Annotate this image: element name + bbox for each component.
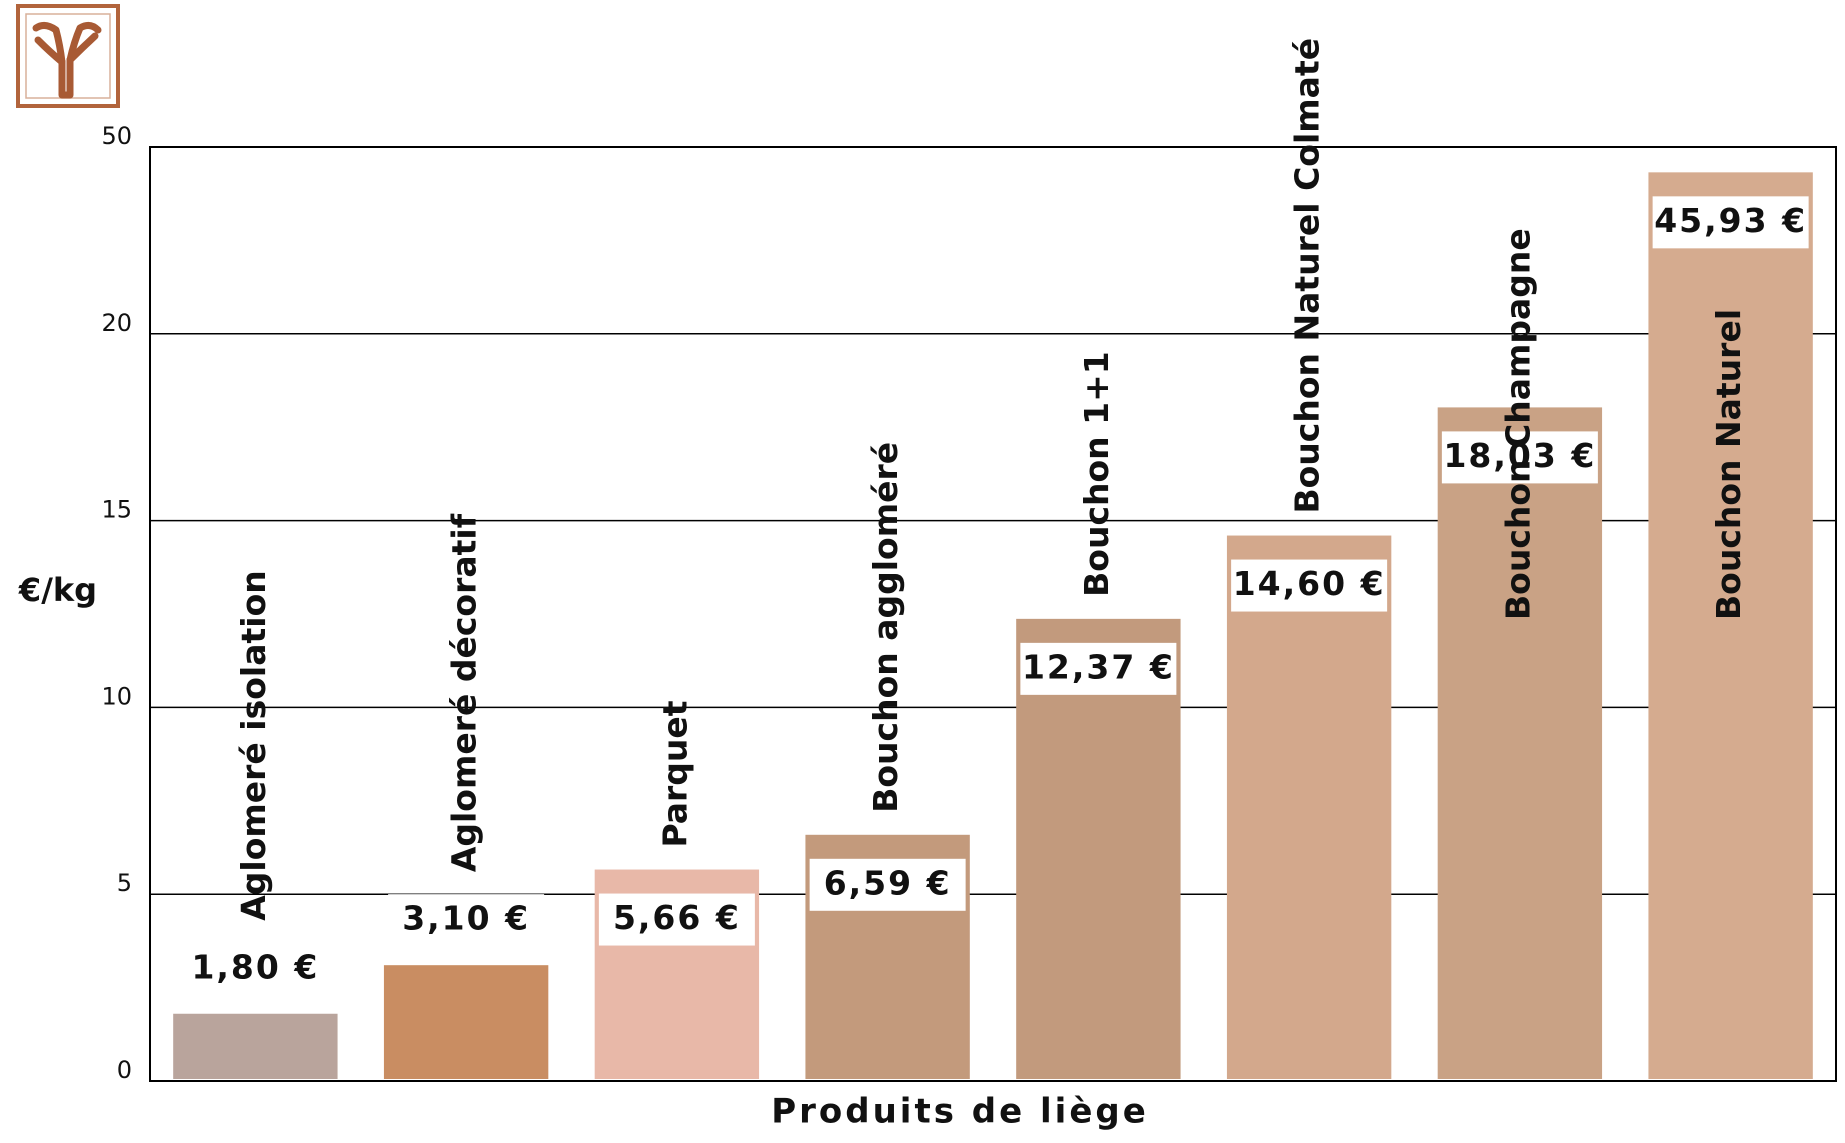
- x-axis-label: Produits de liège: [771, 1092, 1149, 1132]
- category-label: Aglomeré décoratif: [445, 513, 484, 872]
- chart: €/kg Produits de liège 0 5 10 15 20 50 1,80 € A…: [0, 0, 1845, 1139]
- y-tick-label: 10: [101, 682, 132, 710]
- category-label: Bouchon Naturel Colmaté: [1288, 38, 1327, 514]
- y-tick-label: 20: [101, 309, 132, 337]
- value-label: 12,37 €: [1022, 647, 1175, 686]
- bar: [1648, 172, 1812, 1079]
- value-label: 3,10 €: [402, 899, 530, 938]
- page: €/kg Produits de liège 0 5 10 15 20 50 1,80 € A…: [0, 0, 1845, 1143]
- y-tick-label: 15: [101, 496, 132, 524]
- bar: [173, 1014, 337, 1079]
- category-label: Aglomeré isolation: [234, 570, 273, 921]
- value-label: 14,60 €: [1233, 564, 1386, 603]
- value-label: 1,80 €: [191, 947, 319, 986]
- value-label: 5,66 €: [613, 898, 741, 937]
- y-tick-label: 0: [117, 1056, 132, 1084]
- category-label: Bouchon aggloméré: [866, 442, 905, 813]
- category-label: Bouchon Champagne: [1498, 228, 1537, 620]
- y-tick-label: 50: [101, 122, 132, 150]
- value-label: 45,93 €: [1654, 201, 1807, 240]
- bar: [1227, 536, 1391, 1079]
- y-axis-label: €/kg: [18, 571, 97, 609]
- category-label: Parquet: [655, 700, 694, 847]
- category-label: Bouchon 1+1: [1077, 351, 1116, 597]
- value-label: 6,59 €: [824, 863, 952, 902]
- y-tick-label: 5: [117, 869, 132, 897]
- category-label: Bouchon Naturel: [1709, 309, 1748, 620]
- bar: [384, 965, 548, 1079]
- logo: [18, 6, 118, 106]
